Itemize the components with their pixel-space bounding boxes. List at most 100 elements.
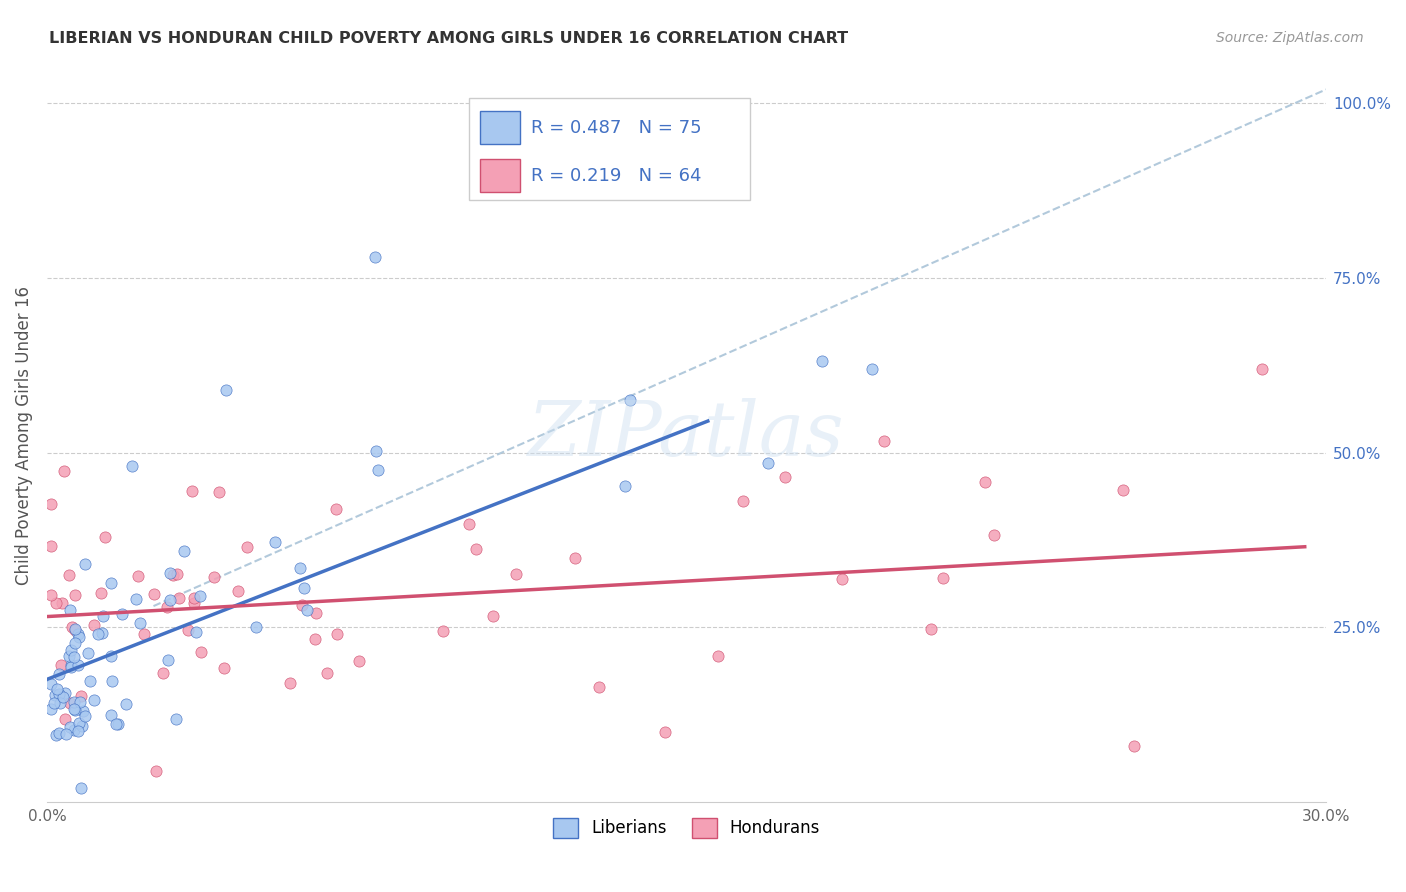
Point <box>51 596 73 610</box>
Point <box>291 598 314 612</box>
Point <box>731 493 754 508</box>
Point <box>107 717 129 731</box>
Point <box>159 566 181 581</box>
Point <box>756 456 779 470</box>
Point <box>325 501 347 516</box>
Point <box>142 587 165 601</box>
Point <box>65 703 87 717</box>
Point <box>458 516 481 531</box>
Point <box>367 463 389 477</box>
Point <box>52 690 75 705</box>
Point <box>44 696 66 710</box>
Point <box>183 591 205 606</box>
Point <box>79 673 101 688</box>
Point <box>157 653 180 667</box>
Point <box>464 542 486 557</box>
Point <box>707 648 730 663</box>
Point <box>482 608 505 623</box>
Point <box>60 619 83 633</box>
Point <box>564 550 586 565</box>
Point <box>613 478 636 492</box>
Point <box>53 686 76 700</box>
Point <box>111 607 134 621</box>
Point <box>973 475 995 489</box>
Point <box>505 566 527 581</box>
Point <box>125 592 148 607</box>
Point <box>349 654 371 668</box>
Point <box>180 484 202 499</box>
Point <box>105 717 128 731</box>
Point <box>48 666 70 681</box>
Point <box>188 589 211 603</box>
Point <box>190 644 212 658</box>
Point <box>72 704 94 718</box>
Point <box>129 616 152 631</box>
Point <box>228 584 250 599</box>
Point <box>167 591 190 605</box>
Point <box>83 618 105 632</box>
Point <box>183 596 205 610</box>
Point <box>49 657 72 672</box>
Point <box>177 623 200 637</box>
Point <box>76 646 98 660</box>
Point <box>39 677 62 691</box>
Point <box>94 530 117 544</box>
Point <box>83 692 105 706</box>
Point <box>63 650 86 665</box>
Point <box>165 713 187 727</box>
Point <box>70 689 93 703</box>
Point <box>59 660 82 674</box>
Point <box>39 539 62 553</box>
Point <box>73 558 96 572</box>
Point <box>305 606 328 620</box>
Point <box>873 434 896 448</box>
Point <box>202 570 225 584</box>
Y-axis label: Child Poverty Among Girls Under 16: Child Poverty Among Girls Under 16 <box>15 285 32 584</box>
Point <box>159 592 181 607</box>
Point <box>63 623 86 637</box>
Point <box>1112 483 1135 497</box>
Point <box>264 534 287 549</box>
Point <box>67 716 90 731</box>
Point <box>278 675 301 690</box>
Point <box>325 627 347 641</box>
Point <box>288 561 311 575</box>
Point <box>39 497 62 511</box>
Point <box>39 702 62 716</box>
Point <box>145 764 167 779</box>
Point <box>58 649 80 664</box>
Point <box>214 661 236 675</box>
Point <box>127 568 149 582</box>
Point <box>1123 739 1146 753</box>
Point <box>48 687 70 701</box>
Point <box>65 636 87 650</box>
Point <box>39 588 62 602</box>
Point <box>316 665 339 680</box>
Text: ZIPatlas: ZIPatlas <box>529 398 845 472</box>
Point <box>93 608 115 623</box>
Point <box>46 682 69 697</box>
Point <box>619 392 641 407</box>
Point <box>364 250 387 264</box>
Point <box>114 698 136 712</box>
Point <box>59 643 82 657</box>
Point <box>66 627 89 641</box>
Point <box>67 630 90 644</box>
Point <box>186 625 208 640</box>
Point <box>90 625 112 640</box>
Point <box>132 627 155 641</box>
Point <box>59 657 82 672</box>
Point <box>48 725 70 739</box>
Point <box>432 624 454 638</box>
Point <box>292 582 315 596</box>
Point <box>166 566 188 581</box>
Point <box>63 622 86 636</box>
Point <box>100 576 122 591</box>
Point <box>53 712 76 726</box>
Point <box>811 354 834 368</box>
Point <box>654 724 676 739</box>
Point <box>55 726 77 740</box>
Point <box>208 485 231 500</box>
Point <box>121 459 143 474</box>
Point <box>62 723 84 737</box>
